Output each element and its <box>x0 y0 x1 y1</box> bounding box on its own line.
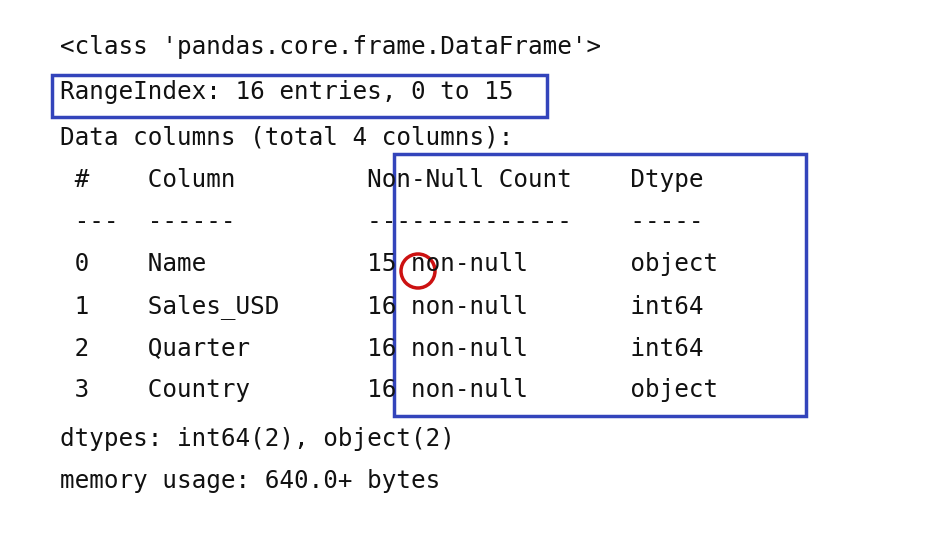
Text: <class 'pandas.core.frame.DataFrame'>: <class 'pandas.core.frame.DataFrame'> <box>60 35 601 59</box>
Text: 1    Sales_USD      16 non-null       int64: 1 Sales_USD 16 non-null int64 <box>60 294 704 319</box>
Text: 3    Country        16 non-null       object: 3 Country 16 non-null object <box>60 378 719 402</box>
Text: RangeIndex: 16 entries, 0 to 15: RangeIndex: 16 entries, 0 to 15 <box>60 80 514 104</box>
Text: dtypes: int64(2), object(2): dtypes: int64(2), object(2) <box>60 427 455 451</box>
Text: 2    Quarter        16 non-null       int64: 2 Quarter 16 non-null int64 <box>60 336 704 360</box>
Text: #    Column         Non-Null Count    Dtype: # Column Non-Null Count Dtype <box>60 168 704 192</box>
Text: memory usage: 640.0+ bytes: memory usage: 640.0+ bytes <box>60 469 440 493</box>
Text: 0    Name           15 non-null       object: 0 Name 15 non-null object <box>60 252 719 276</box>
Text: ---  ------         --------------    -----: --- ------ -------------- ----- <box>60 210 704 234</box>
Text: Data columns (total 4 columns):: Data columns (total 4 columns): <box>60 125 514 149</box>
